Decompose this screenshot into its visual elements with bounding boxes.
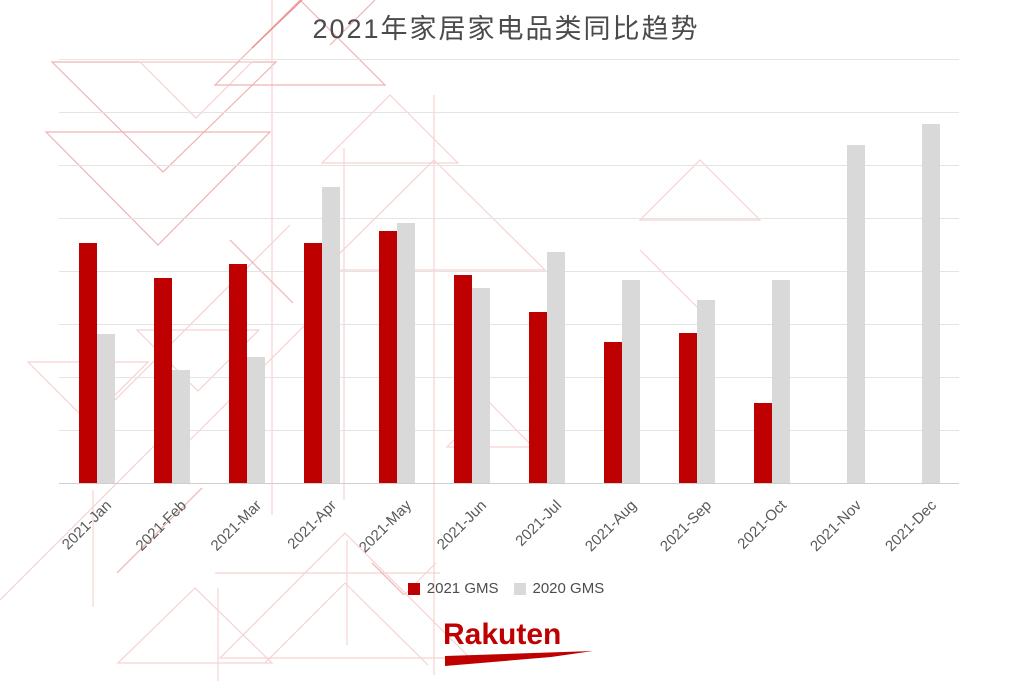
legend-swatch-2021-gms (407, 582, 420, 595)
rakuten-underline-swoosh-icon (445, 651, 593, 666)
bar-2021-gms-2021-may (378, 231, 397, 483)
rakuten-wordmark: Rakuten (443, 618, 562, 651)
chart-legend: 2021 GMS 2020 GMS (0, 580, 1012, 597)
gridline (59, 430, 959, 431)
bar-2020-gms-2021-jun (471, 288, 490, 483)
bar-2020-gms-2021-mar (246, 357, 265, 483)
bar-2020-gms-2021-jan (96, 334, 115, 483)
x-axis-line (59, 483, 959, 484)
bar-2021-gms-2021-aug (603, 342, 622, 483)
gridline (59, 324, 959, 325)
legend-swatch-2020-gms (513, 582, 526, 595)
bar-2020-gms-2021-nov (846, 145, 865, 483)
bar-2020-gms-2021-may (396, 223, 415, 483)
chart-title: 2021年家居家电品类同比趋势 (312, 14, 700, 44)
gridline (59, 165, 959, 166)
bar-2020-gms-2021-sep (696, 300, 715, 483)
legend-item-2020-gms: 2020 GMS (513, 580, 605, 597)
bar-2020-gms-2021-apr (321, 187, 340, 483)
gridline (59, 218, 959, 219)
bar-2021-gms-2021-jun (453, 275, 472, 483)
bar-2020-gms-2021-feb (171, 370, 190, 483)
gridline (59, 112, 959, 113)
bar-2020-gms-2021-oct (771, 280, 790, 483)
bar-2020-gms-2021-aug (621, 280, 640, 483)
bar-2021-gms-2021-oct (753, 403, 772, 483)
gridline (59, 377, 959, 378)
bar-2021-gms-2021-jan (78, 243, 97, 483)
bar-2021-gms-2021-sep (678, 333, 697, 483)
legend-item-2021-gms: 2021 GMS (407, 580, 499, 597)
gridline (59, 271, 959, 272)
bar-2021-gms-2021-feb (153, 278, 172, 483)
bar-2020-gms-2021-dec (921, 124, 940, 483)
bar-2020-gms-2021-jul (546, 252, 565, 483)
bar-2021-gms-2021-apr (303, 243, 322, 483)
rakuten-logo: Rakuten (443, 620, 613, 667)
gridline (59, 59, 959, 60)
legend-label: 2020 GMS (532, 580, 605, 597)
legend-label: 2021 GMS (426, 580, 499, 597)
bar-2021-gms-2021-jul (528, 312, 547, 483)
bar-2021-gms-2021-mar (228, 264, 247, 483)
